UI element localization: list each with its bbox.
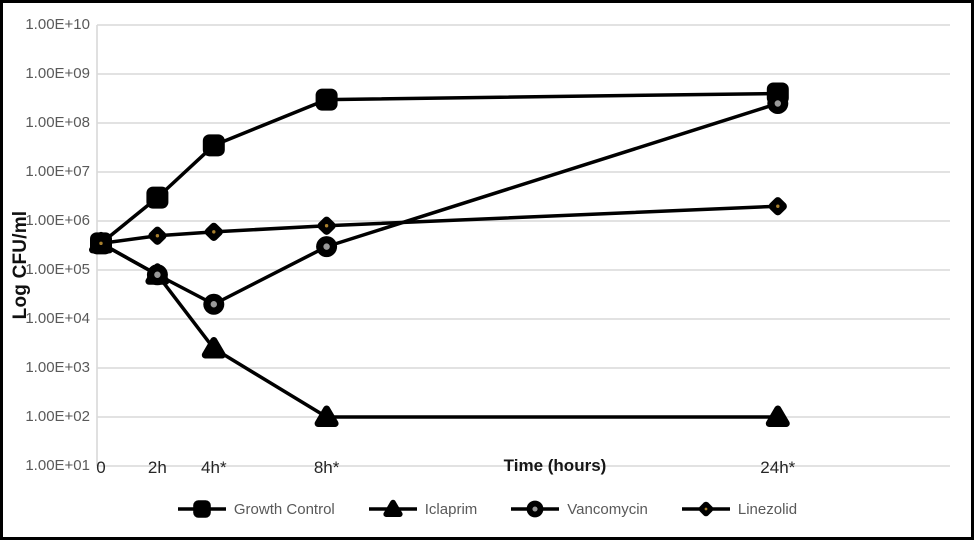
y-tick-label: 1.00E+08 (25, 114, 90, 131)
x-tick-label: 4h* (201, 458, 227, 477)
x-tick-label: 8h* (313, 458, 340, 477)
marker-vancomycin (203, 293, 225, 315)
marker-iclaprim (765, 405, 790, 427)
chart-legend: Growth Control Iclaprim Vancomycin Linezoli… (0, 494, 974, 524)
legend-label: Vancomycin (567, 500, 648, 518)
line-vancomycin (99, 101, 780, 306)
marker-vancomycin (767, 93, 789, 115)
legend-marker-triangle-icon (368, 499, 417, 517)
legend-item-vancomycin: Vancomycin (510, 495, 648, 523)
marker-growth-control (202, 134, 225, 157)
marker-linezolid (317, 216, 336, 235)
y-tick-label: 1.00E+01 (25, 457, 90, 474)
legend-item-linezolid: Linezolid (681, 495, 797, 523)
legend-marker-circle-dot-icon (511, 500, 560, 518)
legend-marker-diamond-icon (681, 501, 730, 517)
marker-linezolid (91, 234, 111, 253)
y-tick-label: 1.00E+07 (25, 163, 90, 180)
y-tick-label: 1.00E+02 (25, 408, 90, 425)
marker-vancomycin (146, 264, 168, 286)
legend-marker-square-icon (177, 500, 226, 518)
y-tick-label: 1.00E+09 (25, 65, 90, 82)
y-tick-label: 1.00E+04 (25, 310, 90, 327)
marker-iclaprim (201, 337, 226, 359)
x-tick-label: 0 (96, 458, 106, 477)
marker-linezolid (204, 222, 223, 241)
marker-growth-control (146, 186, 169, 209)
x-tick-label: 24h* (760, 458, 796, 477)
legend-label: Linezolid (737, 500, 798, 518)
marker-linezolid (768, 197, 787, 216)
marker-iclaprim (314, 405, 339, 427)
y-tick-label: 1.00E+06 (25, 212, 90, 229)
legend-label: Growth Control (233, 500, 335, 518)
marker-vancomycin (316, 236, 338, 258)
legend-label: Iclaprim (424, 500, 478, 518)
x-tick-label: 2h (147, 458, 167, 477)
marker-growth-control (315, 88, 338, 111)
y-tick-label: 1.00E+03 (25, 359, 90, 376)
legend-item-iclaprim: Iclaprim (368, 495, 478, 523)
y-tick-label: 1.00E+10 (25, 16, 90, 33)
x-axis-title: Time (hours) (503, 456, 607, 475)
legend-item-growth-control: Growth Control (177, 495, 335, 523)
y-tick-label: 1.00E+05 (25, 261, 90, 278)
marker-linezolid (148, 226, 167, 245)
